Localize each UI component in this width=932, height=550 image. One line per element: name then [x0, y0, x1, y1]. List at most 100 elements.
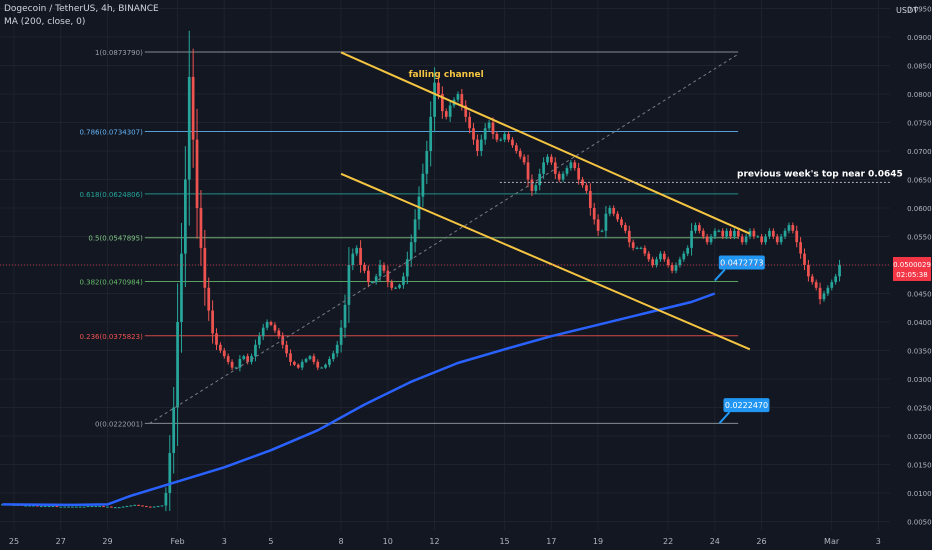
candle-body — [343, 304, 347, 328]
candle-body — [63, 506, 67, 508]
candle-body — [312, 356, 316, 362]
candle-body — [36, 505, 39, 507]
price-tick-label: 0.0150000 — [907, 461, 932, 469]
candle-body — [191, 76, 195, 140]
candle-body — [51, 506, 55, 508]
fib-level-label: 0.382(0.0470984) — [79, 279, 143, 287]
candle-body — [98, 506, 102, 508]
candle-body — [573, 162, 577, 169]
candle-body — [152, 506, 156, 508]
candle-body — [176, 321, 179, 408]
price-tick-label: 0.0950000 — [907, 6, 932, 14]
fib-level-label: 0.5(0.0547895) — [88, 235, 143, 243]
price-callout-lower-pointer — [718, 411, 731, 424]
candle-body — [670, 265, 674, 271]
candle-body — [110, 506, 113, 508]
time-tick-label: 27 — [56, 537, 66, 546]
candle-body — [351, 253, 355, 265]
candle-body — [277, 330, 281, 337]
candle-body — [246, 356, 250, 362]
candle-body — [608, 208, 612, 214]
candle-body — [308, 356, 312, 360]
candle-body — [413, 219, 417, 243]
fibonacci-retracement[interactable]: 1(0.0873790) 0.786(0.0734307) 0.618(0.0624… — [79, 49, 739, 428]
candle-body — [807, 265, 810, 277]
candle-body — [456, 94, 460, 100]
candle-body — [585, 185, 588, 191]
time-tick-label: 8 — [339, 537, 344, 546]
candle-body — [296, 364, 300, 368]
candle-body — [768, 230, 771, 237]
candle-body — [694, 225, 697, 231]
candle-body — [102, 506, 105, 508]
candle-body — [624, 225, 627, 231]
candle-body — [219, 344, 222, 351]
time-tick-label: 24 — [710, 537, 720, 546]
price-tick-label: 0.0700000 — [907, 148, 932, 156]
price-tick-label: 0.0600000 — [907, 205, 932, 213]
candle-body — [764, 236, 767, 243]
candle-body — [460, 94, 464, 106]
indicator-label: MA (200, close, 0) — [4, 17, 86, 27]
candle-body — [374, 276, 378, 283]
candle-body — [577, 168, 581, 180]
candle-body — [394, 287, 397, 289]
price-tick-label: 0.0450000 — [907, 290, 932, 298]
candle-body — [203, 247, 207, 288]
candle-body — [561, 173, 565, 180]
candle-body — [826, 287, 830, 294]
time-tick-label: 3 — [876, 537, 881, 546]
candle-body — [117, 507, 121, 509]
fib-level-label: 0.236(0.0375823) — [79, 333, 143, 341]
candle-body — [265, 321, 269, 328]
candle-body — [347, 265, 351, 305]
fib-level-label: 0.786(0.0734307) — [79, 128, 143, 136]
candle-body — [289, 353, 292, 362]
candle-body — [160, 505, 164, 507]
time-axis[interactable]: 25 27 29 Feb 3 5 8 10 12 15 17 19 22 24 26 Mar 3 — [9, 537, 881, 546]
drawings-layer[interactable]: falling channel previous week's top near … — [149, 51, 903, 424]
price-callout-upper-box — [718, 255, 765, 270]
time-tick-label: 17 — [546, 537, 556, 546]
time-tick-label: 15 — [499, 537, 509, 546]
candle-body — [172, 407, 176, 454]
candle-body — [503, 133, 507, 140]
price-tick-label: 0.0200000 — [907, 433, 932, 441]
candle-body — [444, 111, 448, 117]
candle-body — [106, 506, 109, 508]
candle-body — [261, 327, 265, 337]
price-callout-lower-box — [723, 398, 770, 413]
price-tick-label: 0.0050000 — [907, 518, 932, 526]
candle-body — [596, 219, 600, 231]
candle-body — [651, 259, 655, 265]
candle-body — [90, 506, 94, 508]
candle-body — [47, 506, 51, 508]
candle-body — [546, 156, 549, 163]
candle-body — [67, 506, 70, 508]
price-tick-label: 0.0800000 — [907, 91, 932, 99]
candle-body — [355, 247, 359, 254]
candle-body — [238, 359, 242, 368]
candle-body — [733, 230, 736, 237]
candle-body — [487, 122, 491, 129]
candle-body — [183, 179, 187, 254]
candle-body — [818, 287, 822, 300]
candle-body — [830, 282, 834, 288]
candle-body — [285, 344, 288, 354]
candle-body — [316, 361, 320, 368]
price-tick-label: 0.0100000 — [907, 490, 932, 498]
price-tick-label: 0.0250000 — [907, 404, 932, 412]
candle-body — [635, 247, 639, 249]
candle-body — [78, 506, 82, 508]
candle-body — [678, 259, 682, 265]
prev-week-top-label: previous week's top near 0.0645 — [737, 169, 903, 179]
candle-body — [682, 253, 686, 260]
candle-body — [479, 139, 483, 152]
candle-body — [43, 506, 47, 508]
candle-body — [234, 367, 238, 369]
candle-body — [273, 324, 277, 331]
time-tick-label: 22 — [663, 537, 673, 546]
time-tick-label: 10 — [383, 537, 393, 546]
candle-body — [530, 179, 534, 191]
